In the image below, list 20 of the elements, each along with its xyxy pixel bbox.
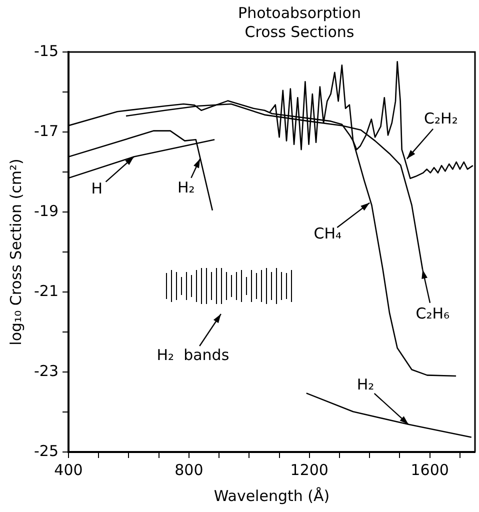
x-tick-label: 800 — [174, 460, 204, 479]
annotation: CH₄ — [314, 224, 342, 243]
y-tick-label: -17 — [34, 122, 58, 140]
x-tick-label: 1200 — [290, 460, 328, 479]
y-tick-label: -25 — [34, 442, 58, 460]
annotation: H — [91, 180, 102, 198]
y-axis-title: log₁₀ Cross Section (cm²) — [6, 158, 25, 346]
annotation: C₂H₆ — [416, 304, 450, 322]
y-tick-label: -23 — [34, 362, 58, 380]
y-tick-label: -15 — [34, 42, 58, 60]
y-tick-label: -21 — [34, 282, 58, 300]
x-tick-label: 1600 — [410, 460, 449, 479]
y-tick-label: -19 — [34, 202, 58, 220]
annotation: C₂H₂ — [424, 110, 458, 128]
chart-title: Photoabsorption Cross Sections — [237, 4, 362, 42]
annotation: H₂ bands — [156, 346, 230, 364]
annotation: H₂ — [356, 375, 374, 394]
x-tick-label: 400 — [54, 460, 83, 479]
x-axis-title: Wavelength (Å) — [214, 486, 330, 505]
annotation: H₂ — [177, 178, 195, 197]
